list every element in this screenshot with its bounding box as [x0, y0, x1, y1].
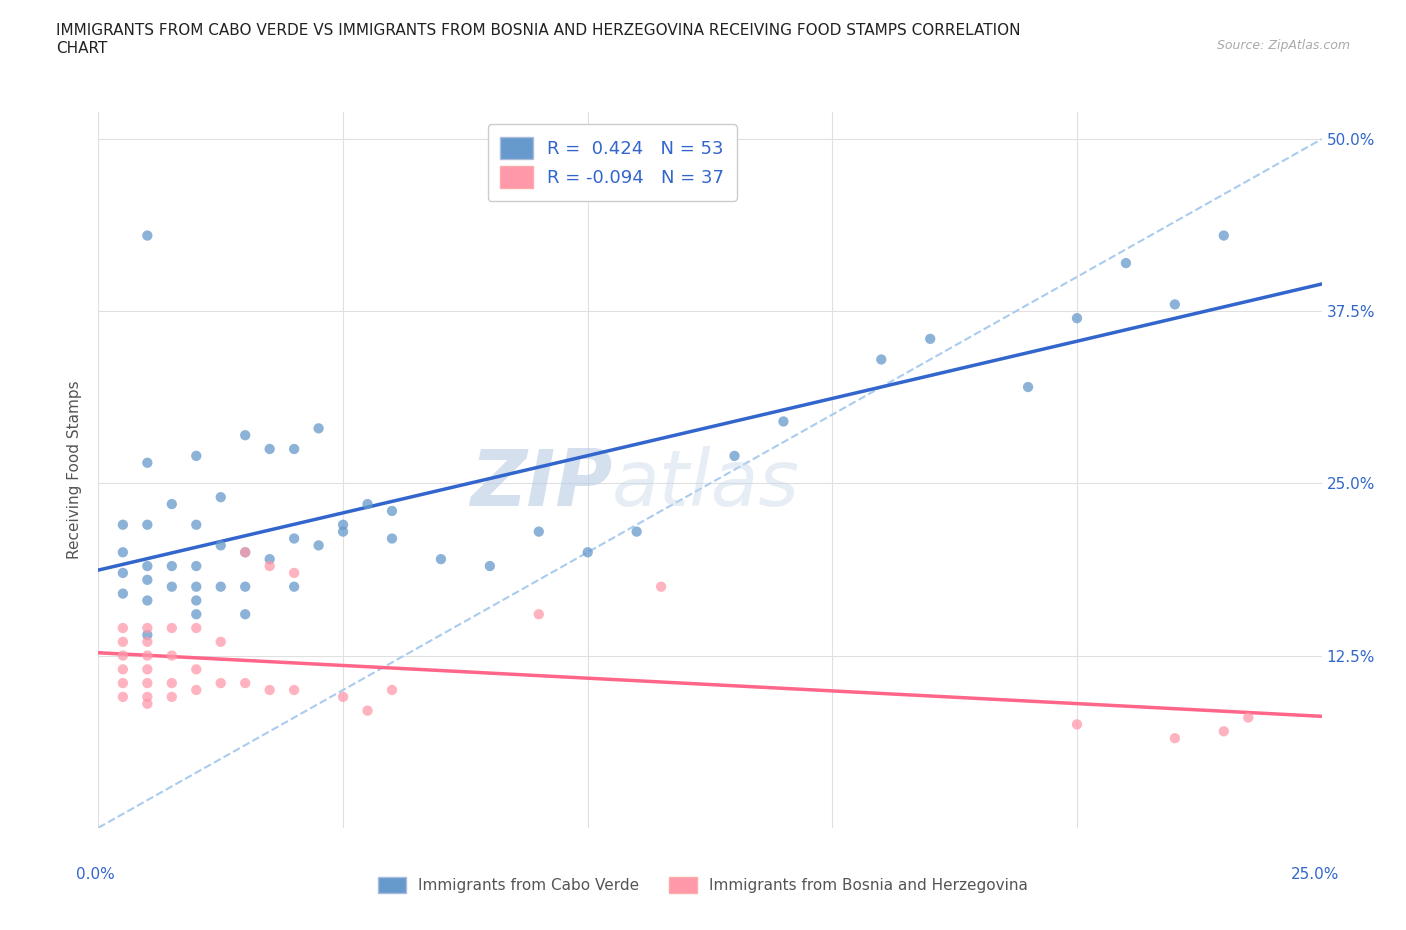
Point [186, 662, 208, 677]
Point [186, 683, 208, 698]
Point [233, 428, 256, 443]
Point [136, 572, 159, 587]
Point [332, 689, 354, 704]
Point [136, 593, 159, 608]
Point [136, 634, 159, 649]
Point [233, 676, 256, 691]
Point [160, 497, 183, 512]
Point [136, 697, 159, 711]
Point [186, 448, 208, 463]
Point [111, 586, 134, 601]
Point [1164, 731, 1187, 746]
Point [283, 531, 305, 546]
Point [160, 648, 183, 663]
Point [233, 545, 256, 560]
Text: Source: ZipAtlas.com: Source: ZipAtlas.com [1216, 39, 1350, 52]
Point [920, 331, 942, 346]
Point [186, 620, 208, 635]
Point [186, 606, 208, 621]
Point [111, 689, 134, 704]
Point [209, 490, 232, 505]
Point [136, 689, 159, 704]
Point [160, 689, 183, 704]
Point [136, 456, 159, 471]
Point [308, 421, 330, 436]
Point [1212, 228, 1234, 243]
Text: IMMIGRANTS FROM CABO VERDE VS IMMIGRANTS FROM BOSNIA AND HERZEGOVINA RECEIVING F: IMMIGRANTS FROM CABO VERDE VS IMMIGRANTS… [56, 23, 1021, 56]
Point [1066, 717, 1088, 732]
Point [160, 676, 183, 691]
Point [1212, 724, 1234, 738]
Point [283, 579, 305, 594]
Point [723, 448, 745, 463]
Point [111, 545, 134, 560]
Point [111, 676, 134, 691]
Point [308, 538, 330, 552]
Point [111, 517, 134, 532]
Text: atlas: atlas [612, 446, 800, 522]
Point [111, 634, 134, 649]
Point [259, 683, 281, 698]
Point [356, 703, 378, 718]
Point [111, 662, 134, 677]
Point [111, 648, 134, 663]
Point [1164, 297, 1187, 312]
Legend: Immigrants from Cabo Verde, Immigrants from Bosnia and Herzegovina: Immigrants from Cabo Verde, Immigrants f… [373, 870, 1033, 899]
Point [381, 503, 404, 518]
Point [870, 352, 893, 367]
Point [381, 683, 404, 698]
Point [209, 676, 232, 691]
Point [136, 228, 159, 243]
Text: 0.0%: 0.0% [76, 867, 115, 882]
Point [136, 620, 159, 635]
Point [772, 414, 794, 429]
Point [381, 531, 404, 546]
Point [209, 634, 232, 649]
Point [233, 579, 256, 594]
Point [136, 517, 159, 532]
Point [283, 442, 305, 457]
Point [111, 620, 134, 635]
Point [576, 545, 599, 560]
Text: ZIP: ZIP [470, 446, 612, 522]
Point [478, 559, 501, 574]
Point [259, 442, 281, 457]
Point [283, 565, 305, 580]
Point [1237, 711, 1260, 725]
Point [136, 628, 159, 643]
Point [1066, 311, 1088, 325]
Point [233, 606, 256, 621]
Point [186, 579, 208, 594]
Point [527, 525, 550, 539]
Point [160, 579, 183, 594]
Y-axis label: Receiving Food Stamps: Receiving Food Stamps [67, 380, 83, 559]
Point [136, 676, 159, 691]
Point [650, 579, 672, 594]
Point [283, 683, 305, 698]
Point [259, 551, 281, 566]
Point [136, 662, 159, 677]
Point [233, 545, 256, 560]
Point [111, 565, 134, 580]
Point [136, 559, 159, 574]
Text: 25.0%: 25.0% [1291, 867, 1339, 882]
Point [186, 559, 208, 574]
Point [186, 517, 208, 532]
Point [259, 559, 281, 574]
Legend: R =  0.424   N = 53, R = -0.094   N = 37: R = 0.424 N = 53, R = -0.094 N = 37 [488, 125, 737, 201]
Point [626, 525, 648, 539]
Point [186, 593, 208, 608]
Point [527, 606, 550, 621]
Point [430, 551, 453, 566]
Point [136, 648, 159, 663]
Point [1115, 256, 1137, 271]
Point [356, 497, 378, 512]
Point [209, 579, 232, 594]
Point [209, 538, 232, 552]
Point [1017, 379, 1039, 394]
Point [160, 559, 183, 574]
Point [160, 620, 183, 635]
Point [332, 517, 354, 532]
Point [332, 525, 354, 539]
